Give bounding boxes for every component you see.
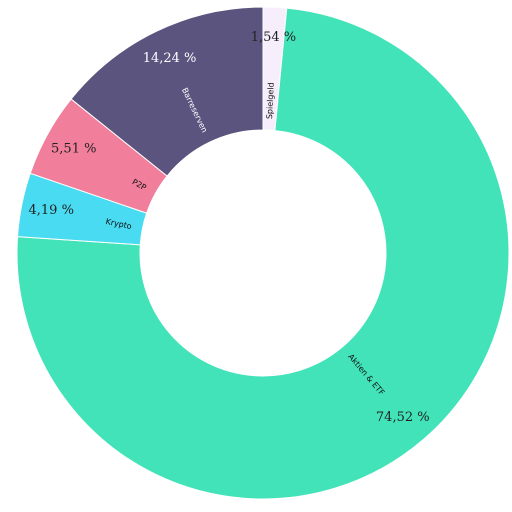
value-label-p2p: 5,51 % bbox=[51, 141, 96, 156]
category-label-spielgeld: Spielgeld bbox=[265, 82, 276, 119]
value-label-barreserven: 14,24 % bbox=[143, 51, 197, 66]
slices bbox=[16, 6, 510, 500]
value-label-spielgeld: 1,54 % bbox=[251, 30, 296, 45]
value-label-krypto: 4,19 % bbox=[29, 203, 74, 218]
slice-aktien-etf[interactable] bbox=[16, 7, 510, 500]
value-label-aktien-etf: 74,52 % bbox=[376, 410, 430, 425]
slice-barreserven[interactable] bbox=[70, 6, 264, 177]
